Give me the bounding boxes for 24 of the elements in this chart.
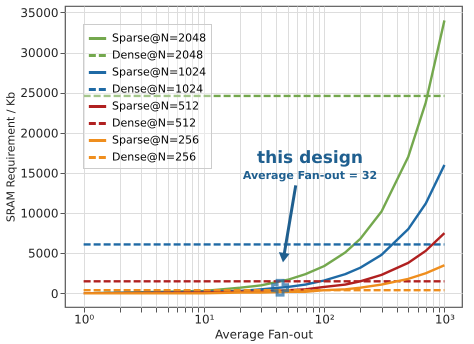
x-tick-label: 10¹ — [194, 312, 215, 326]
x-tick-label: 10³ — [434, 312, 456, 326]
y-tick-label: 30000 — [20, 46, 58, 60]
legend-label: Sparse@N=512 — [112, 100, 200, 112]
legend-label: Sparse@N=256 — [112, 134, 200, 146]
annotation: Average Fan-out = 32 — [242, 169, 378, 182]
legend-label: Sparse@N=1024 — [112, 66, 206, 78]
annotation: this design — [256, 148, 364, 168]
y-tick-label: 10000 — [20, 206, 58, 221]
y-tick-label: 35000 — [20, 6, 58, 20]
legend-label: Dense@N=1024 — [112, 82, 204, 96]
legend-label: Dense@N=2048 — [112, 48, 204, 62]
legend-label: Dense@N=512 — [112, 116, 196, 130]
legend-label: Dense@N=256 — [112, 150, 196, 164]
legend-label: Sparse@N=2048 — [112, 32, 206, 44]
x-tick-label: 10⁰ — [74, 312, 94, 326]
y-tick-label: 5000 — [28, 246, 58, 261]
y-axis-title: SRAM Requirement / Kb — [4, 92, 18, 222]
y-tick-label: 25000 — [20, 86, 58, 100]
x-tick-label: 10² — [314, 312, 335, 326]
y-tick-label: 15000 — [20, 166, 58, 180]
y-tick-label: 20000 — [20, 126, 58, 140]
x-axis-title: Average Fan-out — [214, 328, 314, 342]
y-tick-label: 0 — [50, 286, 58, 301]
